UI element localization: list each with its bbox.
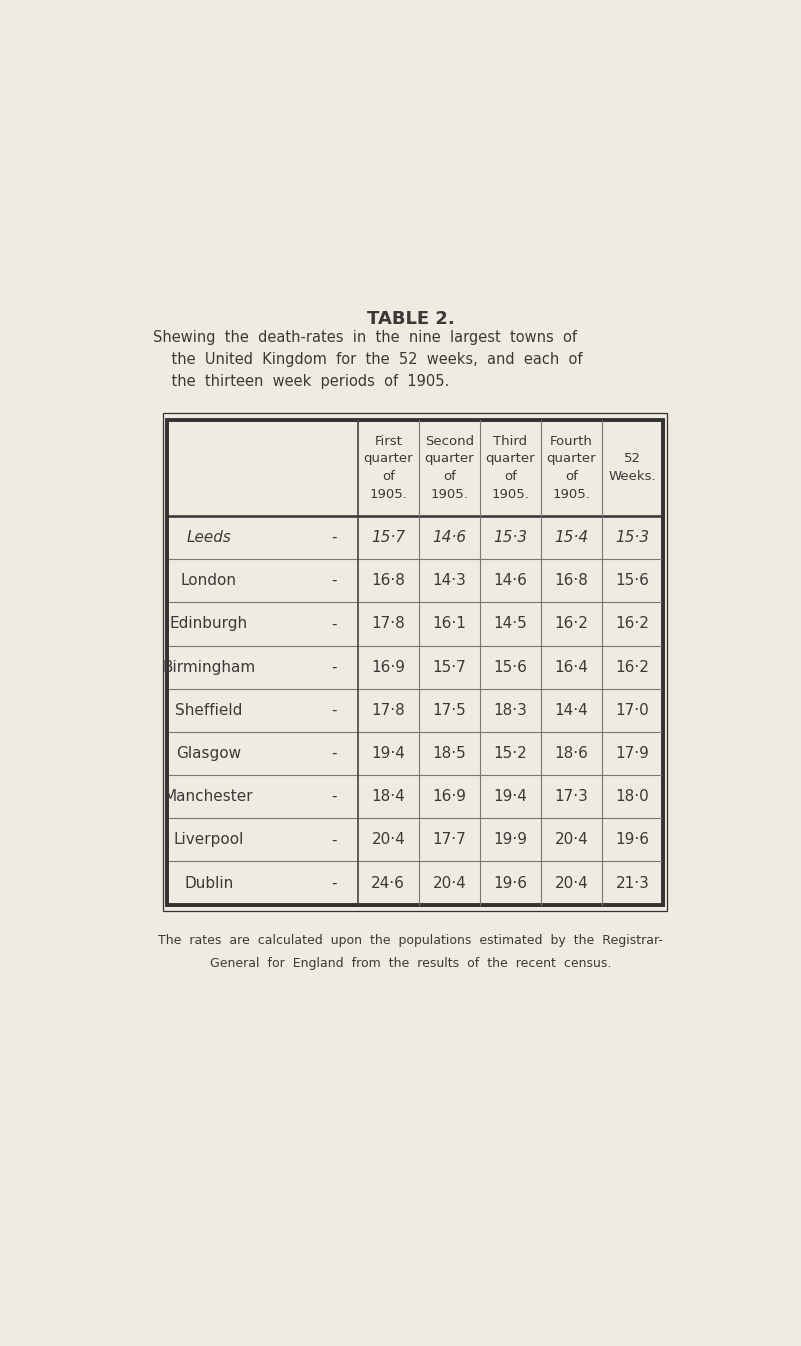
Text: 16·4: 16·4	[554, 660, 589, 674]
Text: TABLE 2.: TABLE 2.	[367, 310, 454, 327]
Text: 20·4: 20·4	[372, 832, 405, 848]
Text: quarter: quarter	[547, 452, 597, 466]
Text: of: of	[504, 470, 517, 483]
Text: -: -	[332, 616, 337, 631]
Text: 17·9: 17·9	[616, 746, 650, 760]
Text: 19·6: 19·6	[616, 832, 650, 848]
Text: 16·2: 16·2	[554, 616, 589, 631]
Text: -: -	[332, 573, 337, 588]
Text: 1905.: 1905.	[492, 487, 529, 501]
Text: Manchester: Manchester	[164, 789, 254, 804]
Text: 15·3: 15·3	[615, 530, 650, 545]
Text: First: First	[374, 435, 402, 448]
Text: 20·4: 20·4	[554, 832, 589, 848]
Text: 17·7: 17·7	[433, 832, 466, 848]
Text: Liverpool: Liverpool	[174, 832, 244, 848]
Text: 14·4: 14·4	[554, 703, 589, 717]
Text: 17·3: 17·3	[554, 789, 589, 804]
Text: 21·3: 21·3	[616, 875, 650, 891]
Text: of: of	[443, 470, 456, 483]
Text: 19·4: 19·4	[372, 746, 405, 760]
Text: 19·6: 19·6	[493, 875, 527, 891]
Text: quarter: quarter	[425, 452, 474, 466]
Text: 20·4: 20·4	[433, 875, 466, 891]
Text: General  for  England  from  the  results  of  the  recent  census.: General for England from the results of …	[210, 957, 611, 970]
Text: quarter: quarter	[485, 452, 535, 466]
Text: Leeds: Leeds	[187, 530, 231, 545]
Text: 15·7: 15·7	[371, 530, 405, 545]
Text: The  rates  are  calculated  upon  the  populations  estimated  by  the  Registr: The rates are calculated upon the popula…	[158, 934, 663, 946]
Text: 15·2: 15·2	[493, 746, 527, 760]
Text: 18·4: 18·4	[372, 789, 405, 804]
Text: 1905.: 1905.	[553, 487, 590, 501]
Text: 14·3: 14·3	[433, 573, 466, 588]
Text: 15·6: 15·6	[616, 573, 650, 588]
Text: -: -	[332, 530, 337, 545]
Text: Dublin: Dublin	[184, 875, 233, 891]
Text: Sheffield: Sheffield	[175, 703, 243, 717]
Text: 20·4: 20·4	[554, 875, 589, 891]
Text: of: of	[382, 470, 395, 483]
Text: 15·3: 15·3	[493, 530, 528, 545]
Text: 1905.: 1905.	[430, 487, 469, 501]
Text: quarter: quarter	[364, 452, 413, 466]
Text: 14·5: 14·5	[493, 616, 527, 631]
Text: -: -	[332, 789, 337, 804]
Text: Edinburgh: Edinburgh	[170, 616, 248, 631]
Text: 17·0: 17·0	[616, 703, 650, 717]
Text: 24·6: 24·6	[372, 875, 405, 891]
Text: 15·7: 15·7	[433, 660, 466, 674]
Text: 16·9: 16·9	[433, 789, 466, 804]
Text: 15·6: 15·6	[493, 660, 527, 674]
Text: Glasgow: Glasgow	[176, 746, 241, 760]
Text: -: -	[332, 875, 337, 891]
Text: 15·4: 15·4	[554, 530, 589, 545]
Text: 18·3: 18·3	[493, 703, 527, 717]
Text: 16·9: 16·9	[372, 660, 405, 674]
Text: 14·6: 14·6	[493, 573, 527, 588]
Text: 18·5: 18·5	[433, 746, 466, 760]
Text: London: London	[181, 573, 237, 588]
Text: Birmingham: Birmingham	[162, 660, 256, 674]
Text: 17·5: 17·5	[433, 703, 466, 717]
Text: Second: Second	[425, 435, 474, 448]
Text: -: -	[332, 746, 337, 760]
Text: 16·2: 16·2	[616, 616, 650, 631]
Text: -: -	[332, 832, 337, 848]
Text: 17·8: 17·8	[372, 703, 405, 717]
Text: the  United  Kingdom  for  the  52  weeks,  and  each  of: the United Kingdom for the 52 weeks, and…	[153, 353, 582, 367]
Text: Weeks.: Weeks.	[609, 470, 657, 483]
Text: 16·8: 16·8	[554, 573, 589, 588]
Text: 18·6: 18·6	[554, 746, 589, 760]
Text: 1905.: 1905.	[369, 487, 407, 501]
Text: 16·8: 16·8	[372, 573, 405, 588]
Text: Third: Third	[493, 435, 528, 448]
Text: 52: 52	[624, 452, 641, 466]
Text: 18·0: 18·0	[616, 789, 650, 804]
Text: 19·9: 19·9	[493, 832, 527, 848]
Text: 16·2: 16·2	[616, 660, 650, 674]
Text: 19·4: 19·4	[493, 789, 527, 804]
Text: the  thirteen  week  periods  of  1905.: the thirteen week periods of 1905.	[153, 374, 449, 389]
Text: of: of	[565, 470, 578, 483]
Text: -: -	[332, 660, 337, 674]
Text: Shewing  the  death-rates  in  the  nine  largest  towns  of: Shewing the death-rates in the nine larg…	[153, 331, 577, 346]
Text: 16·1: 16·1	[433, 616, 466, 631]
Text: 14·6: 14·6	[433, 530, 466, 545]
Text: Fourth: Fourth	[550, 435, 593, 448]
Text: -: -	[332, 703, 337, 717]
Text: 17·8: 17·8	[372, 616, 405, 631]
